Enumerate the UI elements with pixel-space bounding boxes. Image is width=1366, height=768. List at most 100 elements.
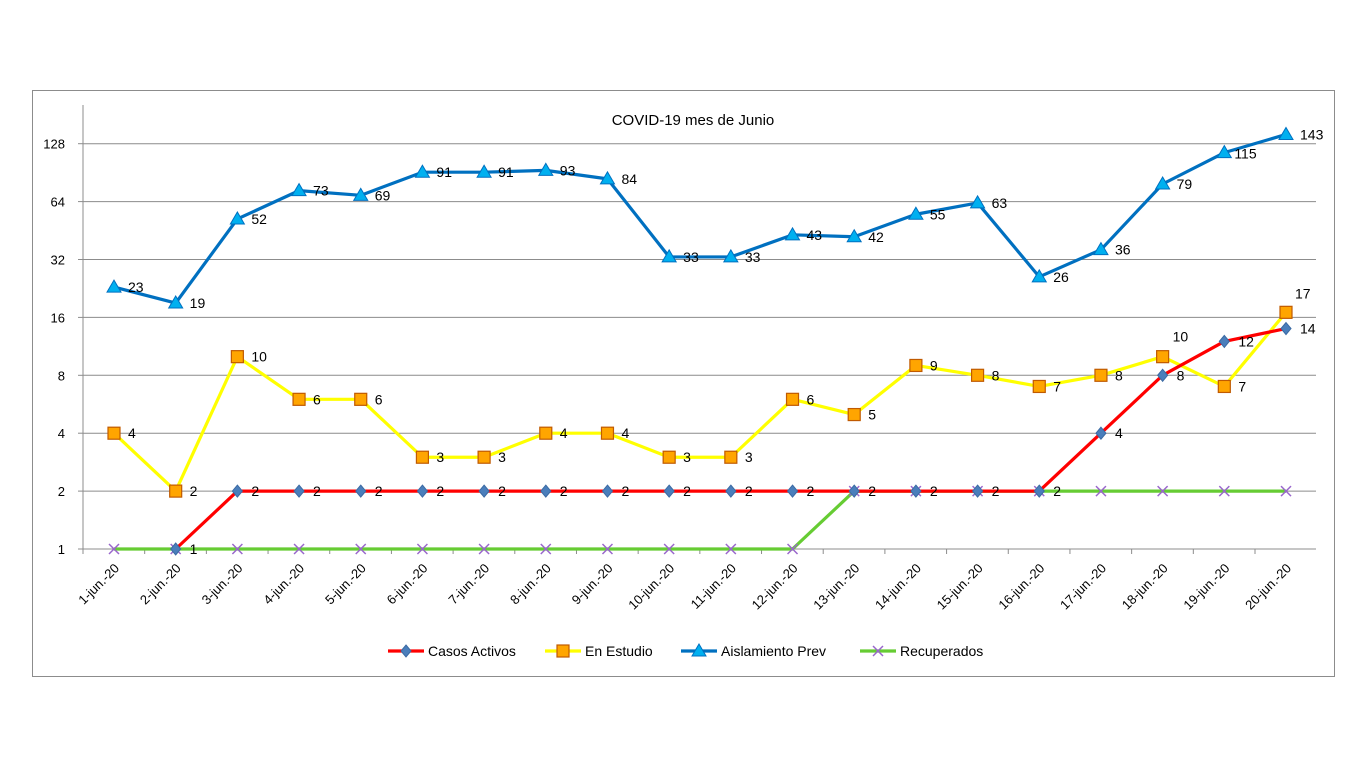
x-tick-label: 11-jun.-20 (688, 561, 739, 612)
x-tick-label: 20-jun.-20 (1242, 561, 1294, 613)
triangle-marker (229, 210, 246, 225)
data-label: 73 (313, 183, 329, 199)
x-tick-label: 19-jun.-20 (1180, 561, 1232, 613)
x-marker (355, 543, 367, 555)
x-tick-label: 4-jun.-20 (260, 561, 307, 608)
triangle-marker (722, 248, 739, 263)
diamond-marker (1280, 321, 1292, 336)
data-label: 43 (807, 227, 823, 243)
square-marker (970, 368, 985, 382)
data-label: 79 (1177, 176, 1193, 192)
x-marker (872, 645, 884, 657)
x-tick-label: 3-jun.-20 (199, 561, 246, 608)
data-label: 2 (930, 483, 938, 499)
y-tick-label: 64 (51, 195, 65, 210)
y-tick-label: 2 (58, 484, 65, 499)
data-label: 2 (313, 483, 321, 499)
square-marker (230, 350, 244, 364)
triangle-marker (1093, 241, 1109, 256)
series-recuperados (108, 485, 1292, 555)
chart-frame (32, 90, 1335, 677)
diamond-marker (170, 542, 182, 556)
triangle-marker (414, 164, 431, 178)
y-tick-label: 32 (51, 253, 65, 268)
series-line (113, 132, 1287, 305)
x-marker (1157, 485, 1169, 497)
data-label: 33 (683, 249, 699, 265)
data-label: 55 (930, 206, 946, 222)
diamond-marker (971, 484, 984, 498)
data-label: 3 (745, 449, 753, 465)
data-label: 3 (683, 449, 691, 465)
diamond-marker (1033, 484, 1045, 498)
square-marker (724, 450, 738, 464)
x-tick-label: 2-jun.-20 (137, 561, 184, 608)
triangle-marker (1154, 176, 1171, 190)
square-marker (556, 644, 570, 658)
data-label: 10 (1173, 329, 1189, 345)
square-marker (1032, 379, 1046, 394)
triangle-marker (661, 248, 678, 263)
square-marker (662, 450, 676, 464)
data-label: 2 (498, 483, 506, 499)
x-tick-label: 15-jun.-20 (934, 561, 986, 613)
series-line (112, 311, 1288, 493)
data-label: 93 (560, 162, 576, 178)
x-marker (1218, 485, 1230, 497)
data-label: 52 (251, 211, 267, 227)
data-label: 91 (436, 164, 452, 180)
square-marker (1217, 379, 1231, 394)
square-marker (847, 407, 861, 422)
data-label: 3 (498, 449, 506, 465)
triangle-marker (1031, 268, 1048, 283)
series-aislamiento-prev (106, 126, 1294, 309)
data-label: 115 (1234, 146, 1257, 162)
data-label: 42 (868, 229, 884, 245)
square-marker (1156, 350, 1170, 364)
triangle-marker (291, 182, 307, 197)
data-label: 4 (621, 425, 629, 441)
data-label: 2 (251, 483, 259, 499)
square-marker (1094, 368, 1108, 382)
data-label: 2 (992, 483, 1000, 499)
x-tick-label: 9-jun.-20 (569, 561, 616, 608)
data-label: 8 (1177, 367, 1185, 383)
x-tick-label: 1-jun.-20 (75, 561, 122, 608)
diamond-marker (1095, 426, 1107, 440)
triangle-marker (1278, 126, 1294, 140)
legend-label: Casos Activos (428, 643, 516, 659)
legend-label: En Estudio (585, 643, 653, 659)
data-label: 36 (1115, 242, 1131, 258)
legend-item: En Estudio (545, 643, 653, 659)
data-label: 5 (868, 407, 876, 423)
series-lines (106, 126, 1294, 556)
data-label: 6 (313, 391, 321, 407)
legend-item: Casos Activos (388, 643, 516, 659)
diamond-marker (478, 484, 490, 498)
x-tick-label: 7-jun.-20 (445, 561, 492, 608)
legend-label: Aislamiento Prev (721, 643, 826, 659)
data-label: 12 (1238, 333, 1254, 349)
x-marker (1095, 485, 1107, 497)
diamond-marker (725, 484, 737, 498)
square-marker (539, 426, 553, 440)
x-tick-label: 18-jun.-20 (1119, 561, 1171, 613)
legend: Casos Activos En Estudio Aislamiento Prev R… (388, 643, 983, 659)
triangle-marker (969, 194, 986, 209)
data-label: 2 (745, 483, 753, 499)
square-marker (909, 358, 923, 373)
triangle-marker (476, 164, 492, 178)
data-label: 2 (560, 483, 568, 499)
diamond-marker (416, 484, 429, 498)
data-label: 7 (1238, 378, 1246, 394)
data-label: 9 (930, 357, 938, 373)
data-label: 4 (128, 425, 136, 441)
data-label: 8 (992, 367, 1000, 383)
data-label: 2 (683, 483, 691, 499)
diamond-marker (663, 484, 675, 498)
diamond-marker (910, 484, 922, 498)
x-tick-label: 16-jun.-20 (995, 561, 1047, 613)
data-label: 6 (375, 391, 383, 407)
y-tick-label: 8 (58, 368, 65, 383)
y-tick-label: 1 (58, 542, 65, 557)
